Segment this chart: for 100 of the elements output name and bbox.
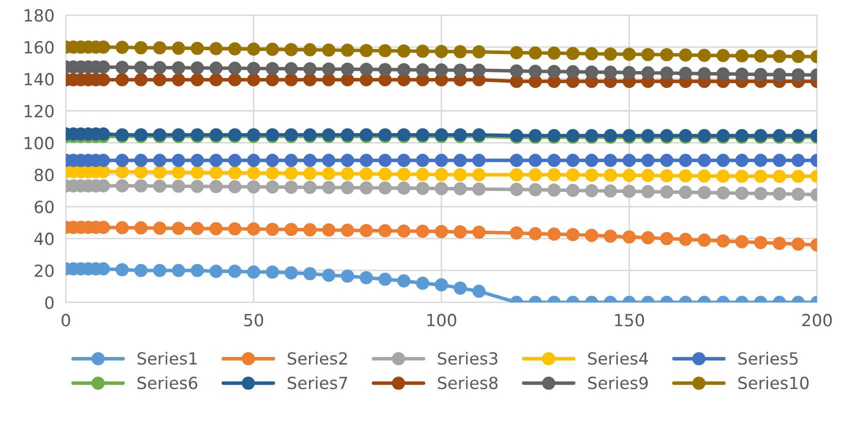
point xyxy=(510,74,524,88)
point xyxy=(190,166,204,180)
point xyxy=(735,154,748,167)
point xyxy=(247,180,260,194)
point xyxy=(434,63,448,77)
point xyxy=(190,154,204,167)
point xyxy=(547,64,561,78)
point xyxy=(209,62,223,75)
point xyxy=(604,184,618,198)
point xyxy=(340,181,354,194)
point xyxy=(378,272,392,286)
point xyxy=(434,154,448,167)
point xyxy=(585,47,598,60)
point xyxy=(153,73,166,86)
y-tick-label: 100 xyxy=(24,136,54,150)
x-tick-label: 0 xyxy=(62,314,70,326)
point xyxy=(547,227,561,241)
point xyxy=(528,183,542,196)
point xyxy=(416,168,430,181)
point xyxy=(134,179,148,192)
point xyxy=(754,49,768,63)
legend-label: Series8 xyxy=(438,376,498,390)
point xyxy=(754,154,768,167)
point xyxy=(416,182,430,195)
point xyxy=(134,264,148,278)
point xyxy=(792,50,805,64)
point xyxy=(566,228,580,242)
point xyxy=(585,228,598,242)
point xyxy=(190,42,204,55)
point xyxy=(116,263,129,276)
point xyxy=(284,154,298,167)
point xyxy=(472,64,486,77)
legend-label: Series10 xyxy=(738,376,809,390)
y-tick-label: 140 xyxy=(24,72,54,86)
point xyxy=(228,154,242,167)
point xyxy=(303,154,317,167)
point xyxy=(303,166,317,180)
point xyxy=(660,185,674,199)
point xyxy=(566,46,580,60)
point xyxy=(397,63,410,76)
point xyxy=(716,67,730,80)
point xyxy=(153,166,166,179)
point xyxy=(698,169,711,183)
point xyxy=(378,181,392,195)
point xyxy=(360,62,373,76)
point xyxy=(416,224,430,238)
x-tick-label: 100 xyxy=(427,314,456,326)
point xyxy=(228,73,242,86)
point xyxy=(454,64,467,77)
point xyxy=(416,276,430,290)
legend-label: Series5 xyxy=(738,352,798,365)
y-tick-label: 0 xyxy=(45,296,54,309)
point xyxy=(566,154,580,167)
point xyxy=(528,46,542,60)
point xyxy=(678,169,692,182)
point xyxy=(547,154,561,167)
point xyxy=(754,236,768,250)
point xyxy=(397,182,410,195)
point xyxy=(266,265,279,279)
point xyxy=(641,168,655,182)
point xyxy=(247,42,260,56)
point xyxy=(716,48,730,62)
point xyxy=(754,186,768,200)
point xyxy=(190,180,204,193)
point xyxy=(472,45,486,58)
point xyxy=(247,265,260,279)
point xyxy=(678,154,692,167)
point xyxy=(266,180,279,194)
point xyxy=(134,73,148,86)
point xyxy=(322,180,336,194)
point xyxy=(153,222,166,235)
point xyxy=(528,168,542,182)
point xyxy=(397,154,410,167)
point xyxy=(735,49,748,62)
point xyxy=(360,154,373,167)
point xyxy=(116,154,129,167)
point xyxy=(622,184,636,198)
point xyxy=(153,179,166,193)
point xyxy=(660,232,674,246)
point xyxy=(284,62,298,76)
point xyxy=(754,68,768,82)
point xyxy=(228,42,242,56)
point xyxy=(172,154,186,167)
point xyxy=(284,73,298,86)
point xyxy=(678,66,692,80)
point xyxy=(528,154,542,167)
point xyxy=(604,66,618,79)
point xyxy=(641,66,655,80)
point xyxy=(209,42,223,56)
point xyxy=(153,41,166,54)
point xyxy=(716,186,730,200)
point xyxy=(228,166,242,180)
point xyxy=(622,230,636,244)
point xyxy=(360,44,373,58)
point xyxy=(360,224,373,238)
point xyxy=(172,61,186,74)
point xyxy=(378,224,392,238)
point xyxy=(660,48,674,62)
point xyxy=(172,222,186,235)
point xyxy=(134,154,148,167)
